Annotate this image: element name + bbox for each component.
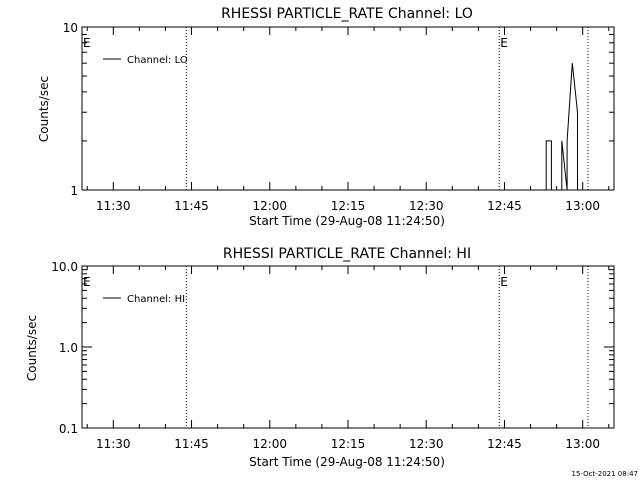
x-tick-label: 12:30	[409, 437, 444, 451]
x-axis-label: Start Time (29-Aug-08 11:24:50)	[249, 214, 445, 228]
y-axis-label: Counts/sec	[37, 76, 51, 142]
y-tick-label: 0.1	[59, 422, 78, 436]
x-tick-label: 12:30	[409, 199, 444, 213]
legend-entry: Channel: LO	[127, 55, 188, 66]
x-tick-label: 12:45	[487, 199, 522, 213]
plot-frame	[81, 26, 615, 191]
x-axis-label: Start Time (29-Aug-08 11:24:50)	[249, 455, 445, 469]
event-marker: E	[83, 36, 91, 50]
x-tick-label: 12:00	[252, 437, 287, 451]
x-tick-label: 12:45	[487, 437, 522, 451]
x-tick-label: 11:30	[96, 199, 131, 213]
x-tick-label: 11:45	[174, 199, 209, 213]
y-tick-label: 1.0	[59, 341, 78, 355]
footer-timestamp: 15-Oct-2021 08:47	[572, 470, 638, 478]
legend: Channel: LO	[103, 55, 188, 66]
y-tick-label: 10	[63, 21, 78, 35]
event-marker: E	[83, 275, 91, 289]
x-tick-label: 12:15	[331, 199, 366, 213]
x-tick-label: 11:45	[174, 437, 209, 451]
x-tick-label: 13:00	[565, 437, 600, 451]
legend-entry: Channel: HI	[127, 294, 185, 305]
chart-title: RHESSI PARTICLE_RATE Channel: LO	[221, 6, 473, 22]
chart-title: RHESSI PARTICLE_RATE Channel: HI	[223, 246, 471, 262]
legend: Channel: HI	[103, 294, 185, 305]
event-marker: E	[500, 36, 508, 50]
event-marker: E	[500, 275, 508, 289]
series-line	[545, 63, 578, 191]
x-tick-label: 13:00	[565, 199, 600, 213]
x-tick-label: 11:30	[96, 437, 131, 451]
y-axis-label: Counts/sec	[25, 315, 39, 381]
y-tick-label: 10.0	[51, 260, 78, 274]
x-tick-label: 12:15	[331, 437, 366, 451]
x-tick-label: 12:00	[252, 199, 287, 213]
plot-frame	[81, 265, 615, 429]
panel-lo: RHESSI PARTICLE_RATE Channel: LO Counts/…	[37, 6, 615, 228]
panel-hi: RHESSI PARTICLE_RATE Channel: HI Counts/…	[25, 246, 615, 469]
y-tick-label: 1	[70, 184, 78, 198]
